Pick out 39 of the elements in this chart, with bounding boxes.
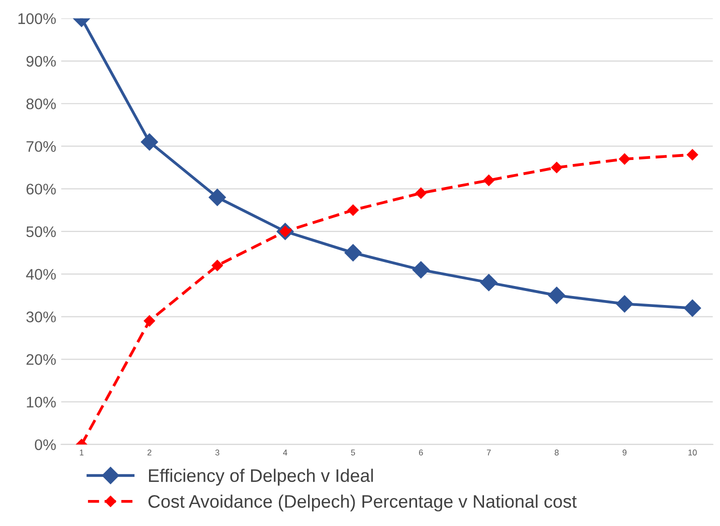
y-tick-label: 100%: [18, 13, 56, 24]
point: [208, 188, 226, 206]
legend-label: Cost Avoidance (Delpech) Percentage v National cost: [148, 494, 577, 512]
y-tick-label: 20%: [26, 354, 56, 365]
point: [144, 315, 156, 327]
point: [344, 244, 362, 262]
y-tick-label: 40%: [26, 268, 56, 280]
point: [618, 153, 630, 165]
y-tick-label: 0%: [34, 439, 56, 450]
point: [684, 300, 701, 317]
point: [415, 187, 427, 199]
point: [616, 295, 634, 312]
x-tick-label: 3: [215, 450, 220, 456]
x-tick-label: 10: [688, 450, 697, 456]
point: [551, 162, 562, 174]
x-tick-label: 5: [351, 450, 356, 456]
x-tick-label: 8: [554, 450, 559, 456]
y-tick-label: 60%: [26, 184, 56, 195]
point: [412, 261, 430, 278]
y-tick-label: 50%: [26, 226, 56, 238]
x-tick-label: 4: [283, 450, 288, 456]
point: [480, 274, 498, 292]
x-tick-label: 6: [419, 450, 423, 456]
point: [686, 149, 698, 160]
point: [140, 133, 158, 151]
point: [347, 204, 359, 216]
y-tick-label: 70%: [26, 141, 56, 152]
x-tick-label: 1: [80, 450, 84, 456]
x-tick-label: 7: [486, 450, 491, 456]
x-tick-label: 2: [148, 450, 152, 456]
y-tick-label: 80%: [26, 98, 56, 110]
y-tick-label: 90%: [26, 56, 56, 67]
point: [212, 260, 223, 272]
y-tick-label: 10%: [26, 396, 56, 408]
x-tick-label: 9: [622, 450, 626, 456]
y-tick-label: 30%: [26, 312, 56, 322]
legend-label: Efficiency of Delpech v Ideal: [149, 468, 373, 486]
point: [483, 174, 494, 186]
point: [548, 286, 566, 304]
